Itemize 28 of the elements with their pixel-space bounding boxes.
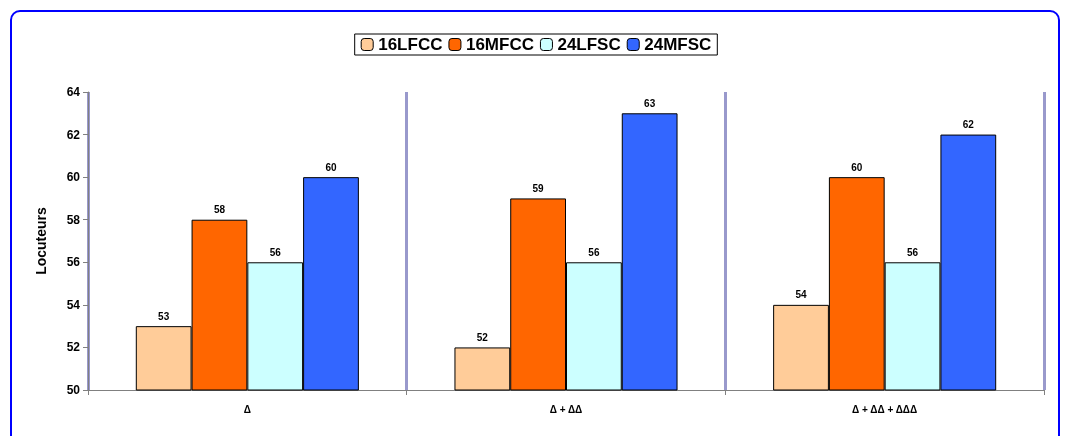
y-tick-label: 64 xyxy=(66,85,81,99)
legend-label: 16LFCC xyxy=(378,35,443,54)
legend-label: 16MFCC xyxy=(465,35,534,54)
data-label: 63 xyxy=(644,97,656,109)
data-label: 62 xyxy=(962,119,975,131)
legend-label: 24MFSC xyxy=(644,35,712,54)
data-label: 58 xyxy=(213,204,226,216)
x-tick-label: Δ + ΔΔ + ΔΔΔ xyxy=(852,403,918,415)
y-tick-label: 50 xyxy=(66,383,81,397)
y-tick-label: 56 xyxy=(66,255,81,270)
x-tick-label: Δ + ΔΔ xyxy=(549,403,583,415)
data-label: 59 xyxy=(532,182,545,194)
y-tick-label: 60 xyxy=(66,170,81,185)
data-label: 60 xyxy=(851,161,863,173)
y-axis-title: Locuteurs xyxy=(33,206,49,275)
data-label: 56 xyxy=(269,246,282,258)
x-tick-label: Δ xyxy=(243,403,251,415)
data-label: 56 xyxy=(906,246,919,258)
data-label: 54 xyxy=(795,289,808,301)
y-tick-label: 52 xyxy=(66,340,81,355)
data-label: 60 xyxy=(325,161,337,173)
data-label: 52 xyxy=(476,331,489,343)
y-tick-label: 54 xyxy=(66,297,81,312)
data-label: 56 xyxy=(588,246,600,258)
y-tick-label: 58 xyxy=(66,212,81,227)
legend-label: 24LFSC xyxy=(557,35,621,54)
data-label: 53 xyxy=(158,310,170,322)
y-tick-label: 62 xyxy=(66,127,81,142)
